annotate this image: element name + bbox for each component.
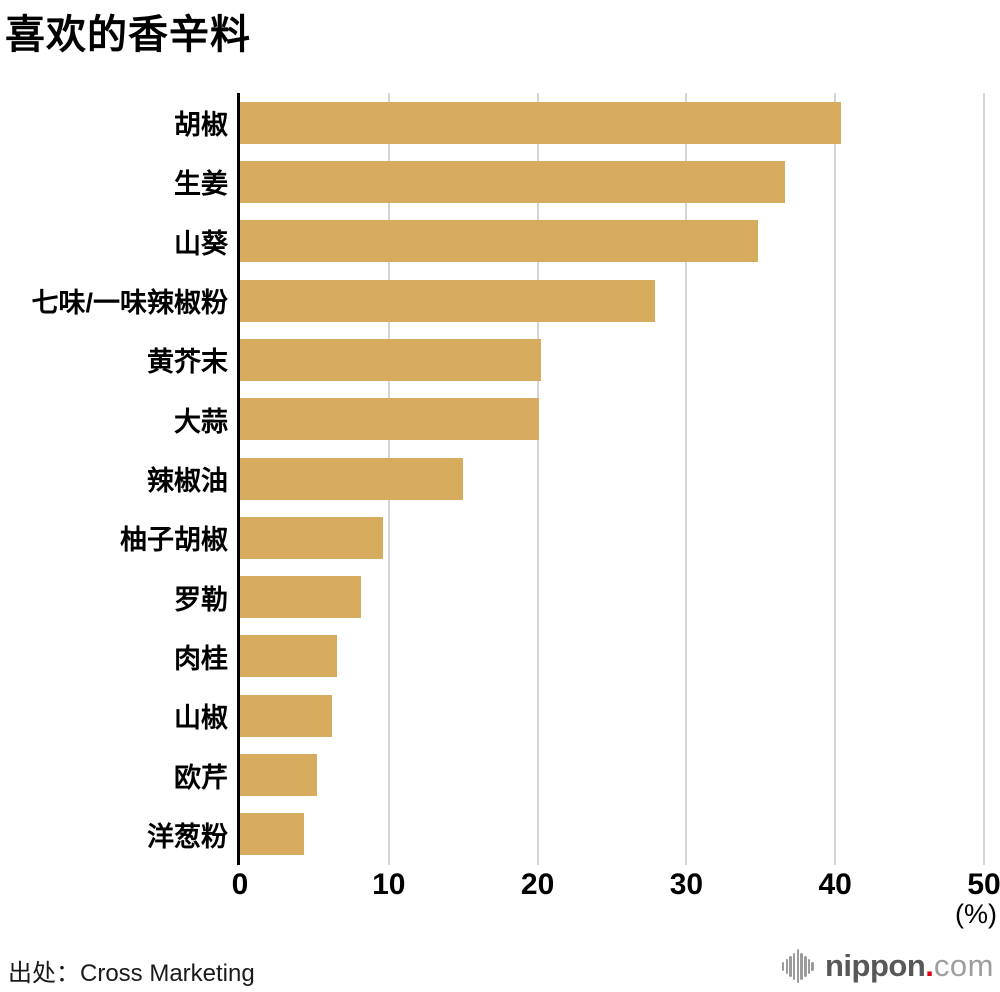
x-tick-label: 20 [520, 868, 555, 901]
logo-text-nippon: nippon [825, 948, 926, 983]
bar-row: 胡椒 [0, 93, 984, 152]
soundwave-bar [796, 949, 800, 983]
bar-track [240, 508, 984, 567]
logo-text-com: com [933, 948, 994, 983]
category-label: 胡椒 [174, 110, 228, 141]
soundwave-bar [807, 958, 811, 974]
bar-row: 肉桂 [0, 627, 984, 686]
bar-track [240, 449, 984, 508]
category-label: 大蒜 [174, 406, 228, 437]
category-label: 黄芥末 [147, 347, 228, 378]
bar-track [240, 212, 984, 271]
bar-row: 大蒜 [0, 390, 984, 449]
bar [240, 160, 785, 203]
category-label: 欧芹 [174, 762, 228, 793]
bar-row: 生姜 [0, 152, 984, 211]
category-label: 洋葱粉 [147, 821, 228, 852]
x-tick-label: 10 [372, 868, 406, 901]
soundwave-bar [803, 955, 807, 977]
bar-row: 七味/一味辣椒粉 [0, 271, 984, 330]
category-label: 柚子胡椒 [120, 525, 228, 556]
bar-track [240, 152, 984, 211]
soundwave-bar [789, 955, 792, 977]
bar [240, 576, 361, 619]
bar-track [240, 390, 984, 449]
bar-track [240, 805, 984, 864]
soundwave-bar [792, 952, 796, 980]
gridline [983, 93, 985, 865]
gridline [834, 93, 837, 865]
x-tick-label: 30 [669, 868, 704, 901]
category-label: 山葵 [174, 228, 228, 259]
bar-rows: 胡椒生姜山葵七味/一味辣椒粉黄芥末大蒜辣椒油柚子胡椒罗勒肉桂山椒欧芹洋葱粉 [0, 93, 984, 864]
category-label: 山椒 [174, 703, 228, 734]
bar-track [240, 627, 984, 686]
bar [240, 754, 318, 797]
bar-track [240, 745, 984, 804]
bar [240, 101, 842, 144]
bar-row: 黄芥末 [0, 330, 984, 389]
bar [240, 635, 337, 678]
category-label: 罗勒 [174, 584, 228, 615]
x-tick-label: 40 [818, 868, 852, 901]
bar [240, 694, 333, 737]
source-text: 出处：Cross Marketing [8, 960, 255, 987]
bar-row: 辣椒油 [0, 449, 984, 508]
category-label: 七味/一味辣椒粉 [31, 288, 228, 319]
bar-row: 柚子胡椒 [0, 508, 984, 567]
bar [240, 516, 383, 559]
bar-row: 山葵 [0, 212, 984, 271]
bar [240, 220, 758, 263]
bar-row: 洋葱粉 [0, 805, 984, 864]
y-axis-line [237, 93, 240, 865]
bar-track [240, 93, 984, 152]
soundwave-bar [781, 961, 785, 971]
category-label: 肉桂 [174, 643, 228, 674]
bar-track [240, 686, 984, 745]
bar [240, 279, 656, 322]
bar [240, 813, 304, 856]
bar-row: 罗勒 [0, 568, 984, 627]
x-tick-label: 50 [967, 868, 1000, 901]
category-label: 辣椒油 [147, 466, 228, 497]
chart-title: 喜欢的香辛料 [5, 13, 251, 57]
soundwave-bar [811, 961, 814, 971]
x-tick-label: 0 [231, 868, 249, 901]
bar-row: 山椒 [0, 686, 984, 745]
bar-track [240, 568, 984, 627]
bar-track [240, 330, 984, 389]
bar [240, 398, 540, 441]
soundwave-bar [785, 958, 789, 974]
soundwave-bar [800, 952, 803, 980]
x-axis-unit-label: (%) [955, 899, 997, 929]
bar [240, 457, 464, 500]
gridline [536, 93, 539, 865]
bar-track [240, 271, 984, 330]
soundwave-icon [781, 946, 815, 986]
bar-row: 欧芹 [0, 745, 984, 804]
gridline [685, 93, 688, 865]
bar [240, 338, 541, 381]
logo-text: nippon.com [825, 946, 994, 986]
category-label: 生姜 [174, 169, 228, 200]
logo-text-dot: . [925, 948, 934, 983]
nippon-logo: nippon.com [781, 944, 994, 988]
